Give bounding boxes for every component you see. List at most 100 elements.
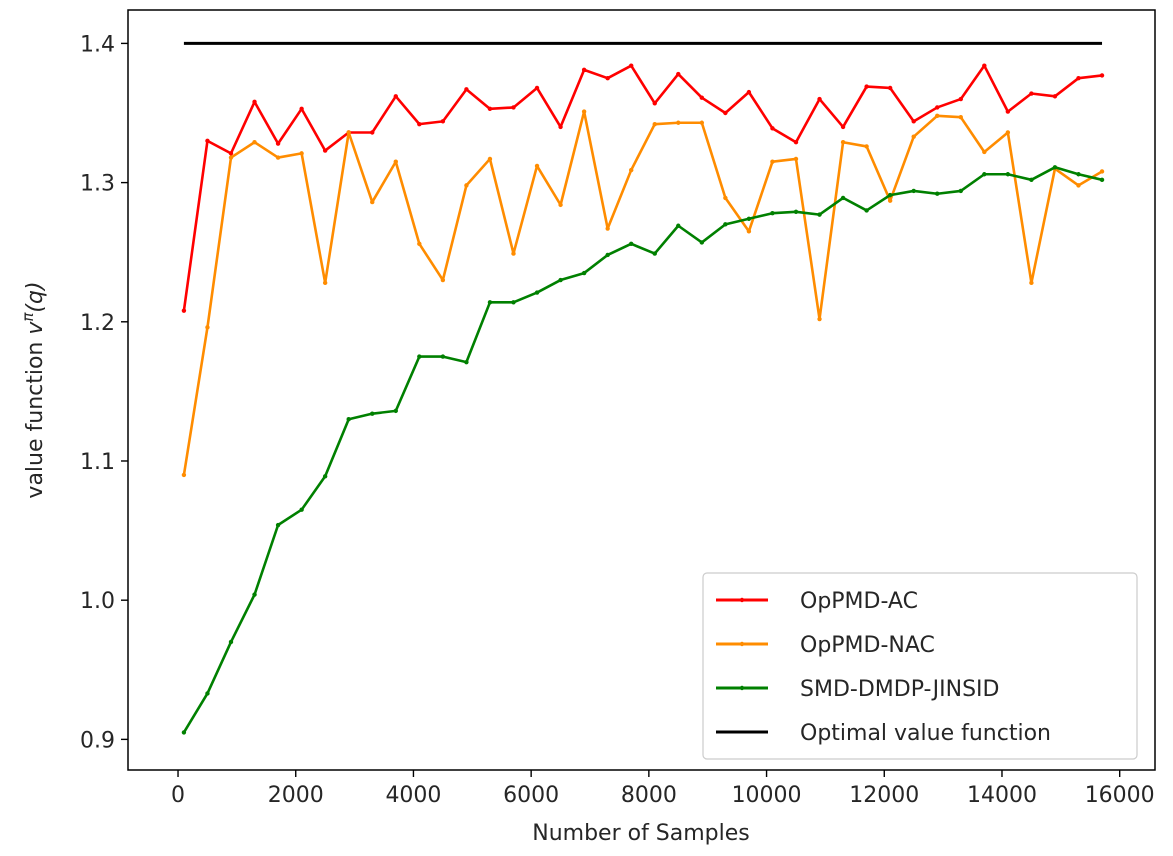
data-point-oppmd-nac [393, 159, 398, 164]
legend-marker-oppmd-ac [739, 597, 745, 603]
series-layer [181, 41, 1105, 735]
legend-marker-oppmd-nac [739, 641, 745, 647]
data-point-oppmd-nac [958, 114, 963, 120]
data-point-smd-dmdp-jinsid [723, 222, 728, 227]
data-point-oppmd-ac [770, 126, 775, 131]
data-point-smd-dmdp-jinsid [699, 240, 705, 245]
series-line-smd-dmdp-jinsid [182, 165, 1103, 734]
data-point-oppmd-nac [417, 241, 422, 247]
data-point-oppmd-nac [1029, 280, 1034, 286]
data-point-smd-dmdp-jinsid [1029, 177, 1034, 183]
data-point-oppmd-nac [534, 163, 540, 169]
data-point-smd-dmdp-jinsid [629, 241, 634, 247]
x-tick-label: 4000 [385, 783, 441, 808]
data-point-smd-dmdp-jinsid [746, 216, 752, 221]
data-point-smd-dmdp-jinsid [770, 211, 775, 216]
data-point-oppmd-ac [487, 106, 493, 112]
data-point-oppmd-ac [534, 85, 540, 91]
data-point-oppmd-ac [935, 105, 940, 110]
data-point-oppmd-ac [723, 110, 728, 116]
y-axis: 0.9 1.0 1.1 1.2 1.3 1.4 [80, 32, 128, 753]
data-point-smd-dmdp-jinsid [864, 208, 869, 213]
data-point-oppmd-nac [346, 130, 351, 135]
x-axis: 0 2000 4000 6000 8000 10000 12000 14000 16000 [171, 770, 1155, 808]
data-point-oppmd-nac [723, 195, 728, 201]
data-point-oppmd-nac [464, 183, 469, 188]
data-point-oppmd-nac [793, 156, 799, 162]
data-point-smd-dmdp-jinsid [417, 354, 422, 359]
x-tick-label: 6000 [503, 783, 559, 808]
data-point-smd-dmdp-jinsid [370, 411, 375, 416]
data-point-oppmd-ac [1005, 109, 1011, 114]
data-point-oppmd-nac [252, 140, 257, 145]
data-point-smd-dmdp-jinsid [487, 300, 493, 305]
data-point-oppmd-ac [605, 76, 610, 81]
data-point-oppmd-ac [228, 151, 234, 156]
series-line-oppmd-nac [182, 110, 1103, 476]
data-point-oppmd-nac [982, 149, 987, 155]
data-point-oppmd-nac [699, 120, 705, 125]
data-point-smd-dmdp-jinsid [181, 730, 187, 735]
series-line-oppmd-ac [182, 64, 1103, 311]
series-smd-dmdp-jinsid [181, 165, 1105, 735]
data-point-oppmd-nac [935, 113, 940, 118]
plot-frame [127, 9, 1156, 771]
data-point-oppmd-nac [817, 316, 822, 322]
data-point-oppmd-nac [370, 199, 375, 205]
data-point-oppmd-nac [440, 277, 446, 283]
data-point-oppmd-ac [958, 96, 963, 102]
x-tick-label: 14000 [967, 783, 1037, 808]
data-point-oppmd-ac [322, 148, 328, 153]
data-point-smd-dmdp-jinsid [299, 507, 304, 512]
data-point-oppmd-nac [181, 472, 187, 478]
data-point-oppmd-nac [1099, 169, 1105, 174]
series-oppmd-nac [181, 109, 1105, 478]
data-point-smd-dmdp-jinsid [511, 300, 516, 305]
data-point-oppmd-ac [1076, 76, 1081, 81]
data-point-oppmd-nac [629, 167, 634, 173]
data-point-oppmd-nac [581, 109, 587, 114]
data-point-oppmd-nac [205, 325, 210, 330]
data-point-oppmd-ac [511, 105, 516, 110]
data-point-smd-dmdp-jinsid [817, 212, 822, 217]
x-tick-label: 16000 [1085, 783, 1155, 808]
data-point-smd-dmdp-jinsid [676, 223, 681, 228]
data-point-oppmd-ac [699, 95, 705, 100]
x-tick-label: 12000 [849, 783, 919, 808]
data-point-smd-dmdp-jinsid [911, 188, 916, 194]
y-axis-label-suffix: (q) [23, 281, 48, 312]
x-axis-label: Number of Samples [532, 821, 750, 846]
data-point-oppmd-nac [840, 140, 846, 145]
data-point-oppmd-ac [581, 67, 587, 73]
data-point-oppmd-nac [1005, 130, 1011, 135]
x-tick-label: 0 [171, 783, 185, 808]
data-point-smd-dmdp-jinsid [887, 192, 893, 198]
data-point-smd-dmdp-jinsid [440, 354, 446, 359]
data-point-oppmd-ac [1099, 73, 1105, 78]
legend-box [702, 572, 1138, 760]
data-point-oppmd-ac [464, 87, 469, 92]
data-point-oppmd-ac [440, 119, 446, 124]
data-point-oppmd-nac [676, 120, 681, 125]
data-point-smd-dmdp-jinsid [958, 188, 963, 194]
y-axis-label-symbol: v [23, 321, 48, 335]
data-point-oppmd-nac [887, 198, 893, 203]
data-point-oppmd-nac [652, 121, 657, 127]
legend-label-oppmd-nac: OpPMD-NAC [800, 633, 935, 658]
data-point-oppmd-nac [746, 229, 752, 234]
data-point-smd-dmdp-jinsid [534, 290, 540, 295]
data-point-oppmd-ac [393, 94, 398, 99]
data-point-oppmd-ac [746, 89, 752, 95]
data-point-oppmd-nac [322, 280, 328, 286]
data-point-oppmd-ac [982, 63, 987, 68]
y-tick-label: 1.3 [80, 172, 115, 197]
data-point-oppmd-ac [629, 63, 634, 68]
data-point-smd-dmdp-jinsid [228, 639, 234, 645]
data-point-smd-dmdp-jinsid [793, 209, 799, 215]
legend-label-oppmd-ac: OpPMD-AC [800, 589, 918, 614]
data-point-oppmd-nac [1076, 183, 1081, 188]
data-point-smd-dmdp-jinsid [982, 172, 987, 177]
data-point-oppmd-nac [605, 226, 610, 231]
data-point-smd-dmdp-jinsid [581, 270, 587, 276]
